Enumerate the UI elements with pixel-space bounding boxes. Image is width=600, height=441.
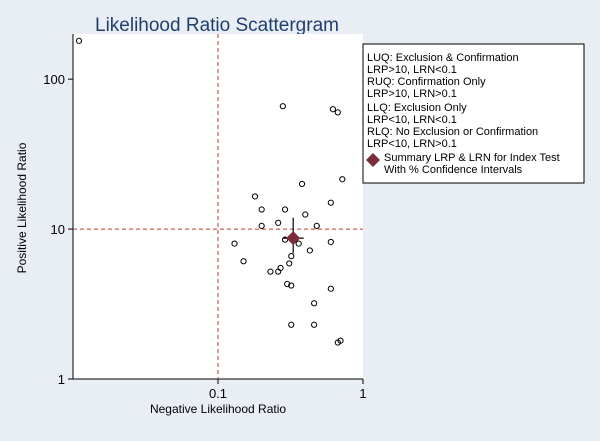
study-point [279, 103, 286, 110]
study-point [313, 222, 320, 229]
study-point [310, 300, 318, 307]
legend-summary-ci: With % Confidence Intervals [384, 164, 523, 176]
study-point [295, 240, 302, 247]
study-point [327, 199, 334, 206]
chart-title: Likelihood Ratio Scattergram [95, 15, 339, 36]
study-point [288, 321, 295, 328]
study-point [286, 260, 293, 267]
legend-rlq-label: RLQ: No Exclusion or Confirmation [367, 126, 538, 138]
legend-box [362, 43, 585, 184]
legend-ruq-rule: LRP>10, LRN>0.1 [367, 88, 457, 100]
x-axis-label: Negative Likelihood Ratio [150, 402, 286, 416]
study-point [281, 206, 289, 213]
study-point [240, 258, 247, 265]
legend: LUQ: Exclusion & Confirmation LRP>10, LR… [362, 43, 585, 184]
study-point [288, 282, 295, 289]
summary-diamond [286, 231, 301, 246]
x-tick-label: 1 [359, 386, 366, 401]
legend-luq-label: LUQ: Exclusion & Confirmation [367, 52, 519, 64]
study-point [288, 253, 295, 260]
study-point [334, 339, 341, 346]
study-point [298, 180, 306, 188]
y-axis-ticks: 1 10 100 [43, 72, 73, 387]
legend-llq-label: LLQ: Exclusion Only [367, 102, 467, 114]
study-point [306, 247, 313, 254]
study-point [267, 268, 274, 275]
legend-summary-label: Summary LRP & LRN for Index Test [384, 152, 560, 164]
study-point [334, 109, 341, 116]
legend-ruq-label: RUQ: Confirmation Only [367, 76, 486, 88]
study-point [284, 280, 291, 288]
study-point [258, 222, 265, 229]
legend-summary-marker [366, 153, 380, 167]
legend-luq-rule: LRP>10, LRN<0.1 [367, 64, 457, 76]
y-axis-label: Positive Likelihood Ratio [15, 142, 29, 273]
study-point [327, 285, 334, 292]
summary-estimate [282, 217, 304, 254]
legend-rlq-rule: LRP<10, LRN>0.1 [367, 138, 457, 150]
study-point [231, 240, 238, 247]
study-point [310, 321, 318, 328]
study-points [75, 37, 346, 346]
study-point [302, 211, 309, 218]
study-point [75, 37, 83, 44]
legend-llq-rule: LRP<10, LRN<0.1 [367, 114, 457, 126]
y-tick-label: 1 [58, 372, 65, 387]
study-point [275, 219, 282, 226]
study-point [327, 238, 334, 246]
study-point [251, 193, 259, 200]
study-point [275, 268, 282, 275]
y-tick-label: 10 [51, 222, 65, 237]
study-point [339, 176, 346, 183]
study-point [281, 236, 289, 243]
x-axis-ticks: 0.1 1 [209, 379, 367, 401]
x-tick-label: 0.1 [209, 386, 227, 401]
y-tick-label: 100 [43, 72, 65, 87]
study-point [329, 106, 336, 113]
study-point [258, 206, 265, 213]
